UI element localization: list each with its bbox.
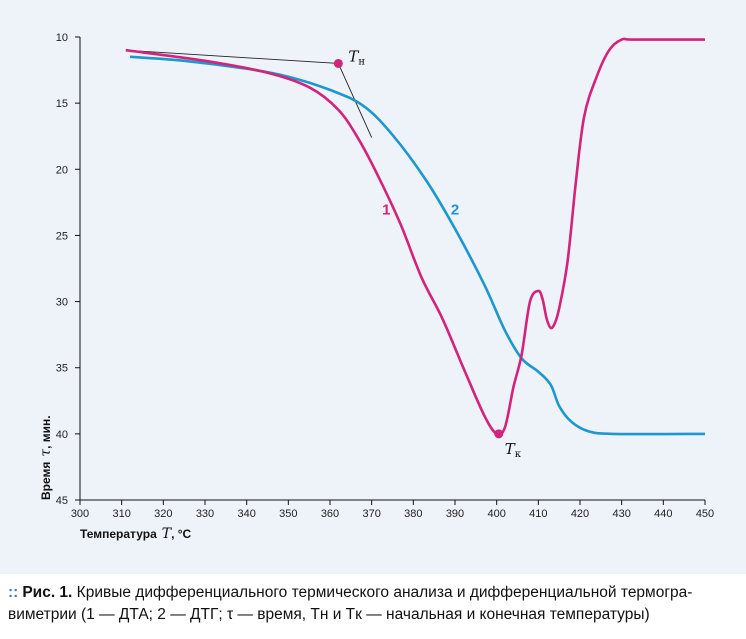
caption-figure-number: Рис. 1. [22, 584, 73, 601]
figure-caption: :: Рис. 1. Кривые дифференциального терми… [8, 582, 744, 626]
x-tick-label: 390 [446, 508, 464, 520]
y-tick-label: 10 [56, 32, 68, 44]
tangent-line [125, 49, 339, 64]
y-tick-label: 40 [56, 429, 68, 441]
x-tick-label: 420 [571, 508, 589, 520]
point-label: Tк [505, 440, 522, 460]
y-tick-label: 25 [56, 230, 68, 242]
y-tick-label: 30 [56, 297, 68, 309]
chart: 300 310 320 330 340 350 360 370 380 390 400 410 420 4… [38, 32, 714, 542]
x-tick-label: 300 [71, 508, 89, 520]
x-tick-label: 450 [696, 508, 714, 520]
x-tick-label: 320 [154, 508, 172, 520]
x-tick-label: 350 [279, 508, 297, 520]
x-tick-label: 430 [612, 508, 630, 520]
series-2-line [129, 55, 706, 436]
point-marker [333, 58, 343, 68]
series-1-line [125, 37, 705, 437]
caption-line-1: :: Рис. 1. Кривые дифференциального терми… [8, 582, 744, 604]
x-tick-label: 440 [654, 508, 672, 520]
caption-bullet-icon: :: [8, 584, 19, 601]
x-tick-label: 380 [404, 508, 422, 520]
x-tick-label: 330 [196, 508, 214, 520]
y-axis-title: Времяτ, мин. [38, 415, 54, 500]
x-tick-label: 370 [362, 508, 380, 520]
series-1-label: 1 [382, 201, 390, 218]
caption-text-1: Кривые дифференциального термического ан… [72, 584, 693, 601]
point-marker [494, 429, 504, 439]
y-tick-label: 20 [56, 164, 68, 176]
y-tick-label: 35 [56, 363, 68, 375]
series-2-label: 2 [451, 201, 459, 218]
y-tick-label: 45 [56, 495, 68, 507]
x-tick-label: 340 [237, 508, 255, 520]
plot-area: 300 310 320 330 340 350 360 370 380 390 400 410 420 4… [56, 32, 714, 520]
x-tick-label: 410 [529, 508, 547, 520]
x-tick-label: 400 [487, 508, 505, 520]
figure-panel: 300 310 320 330 340 350 360 370 380 390 400 410 420 4… [0, 0, 746, 574]
point-label: Tн [348, 47, 365, 67]
caption-text-2: виметрии (1 — ДТА; 2 — ДТГ; τ — время, T… [8, 606, 650, 623]
x-axis-title: Температура T, °С [80, 526, 192, 542]
y-tick-label: 15 [56, 98, 68, 110]
x-tick-label: 310 [112, 508, 130, 520]
x-tick-label: 360 [321, 508, 339, 520]
